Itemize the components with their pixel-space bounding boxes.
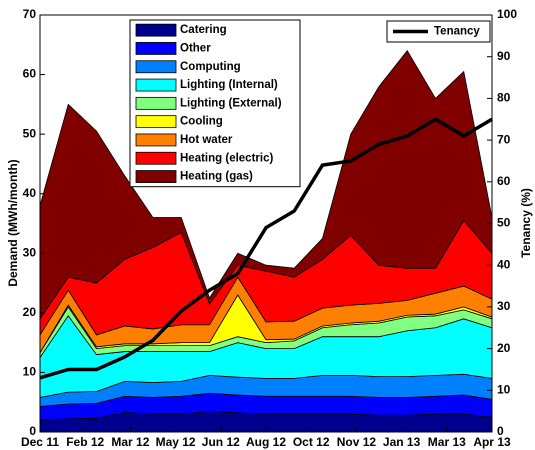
legend-swatch — [135, 42, 177, 55]
legend-swatch — [135, 115, 177, 129]
y-tick-label: 30 — [23, 245, 37, 259]
x-tick-label: Mar 13 — [428, 435, 466, 449]
legend: Tenancy — [386, 20, 491, 43]
x-tick-label: Dec 11 — [21, 435, 59, 449]
x-tick-label: Feb 12 — [66, 435, 104, 449]
legend-label: Lighting (Internal) — [180, 79, 278, 91]
legend-swatch — [135, 96, 177, 110]
y2-tick-label: 0 — [497, 424, 504, 438]
legend-swatch — [135, 23, 177, 37]
y2-tick-label: 100 — [497, 7, 517, 21]
y-tick-label: 0 — [29, 424, 36, 438]
legend-swatch — [135, 151, 177, 165]
legend-label: Cooling — [180, 116, 223, 128]
y-tick-label: 60 — [23, 67, 37, 81]
x-tick-label: Aug 12 — [246, 435, 286, 449]
y2-tick-label: 30 — [497, 299, 511, 313]
y2-tick-label: 90 — [497, 49, 511, 63]
y2-tick-label: 40 — [497, 257, 511, 271]
x-tick-label: Nov 12 — [337, 435, 377, 449]
y-tick-label: 10 — [23, 365, 37, 379]
legend-swatch — [135, 60, 177, 74]
legend-label: Catering — [180, 24, 227, 36]
legend-swatch — [135, 78, 177, 92]
y-tick-label: 50 — [23, 126, 37, 140]
y2-tick-label: 70 — [497, 132, 511, 146]
x-tick-label: Jan 13 — [383, 435, 421, 449]
legend-swatch — [135, 133, 177, 147]
legend-label: Hot water — [180, 134, 233, 146]
y2-axis-label: Tenancy (%) — [519, 188, 533, 258]
x-tick-label: May 12 — [156, 435, 196, 449]
y2-tick-label: 10 — [497, 382, 511, 396]
y2-tick-label: 50 — [497, 216, 511, 230]
y-tick-label: 70 — [23, 7, 37, 21]
x-tick-label: Oct 12 — [293, 435, 330, 449]
legend-label: Heating (gas) — [180, 171, 253, 183]
legend: Catering Other Computing Lighting (Internal… — [129, 19, 301, 188]
x-tick-label: Apr 13 — [473, 435, 511, 449]
y-tick-label: 40 — [23, 186, 37, 200]
y-axis-label: Demand (MWh/month) — [6, 159, 20, 286]
legend-label: Other — [180, 42, 211, 54]
y2-tick-label: 80 — [497, 91, 511, 105]
y2-tick-label: 60 — [497, 174, 511, 188]
legend-box — [386, 20, 491, 43]
legend-label: Lighting (External) — [180, 97, 282, 109]
x-tick-label: Jun 12 — [202, 435, 240, 449]
legend-label: Computing — [180, 61, 241, 73]
legend-label: Heating (electric) — [180, 152, 273, 164]
legend-swatch — [135, 170, 177, 183]
y2-tick-label: 20 — [497, 341, 511, 355]
legend-label: Tenancy — [434, 26, 480, 38]
line — [39, 117, 493, 380]
y-tick-label: 20 — [23, 305, 37, 319]
x-tick-label: Mar 12 — [111, 435, 149, 449]
